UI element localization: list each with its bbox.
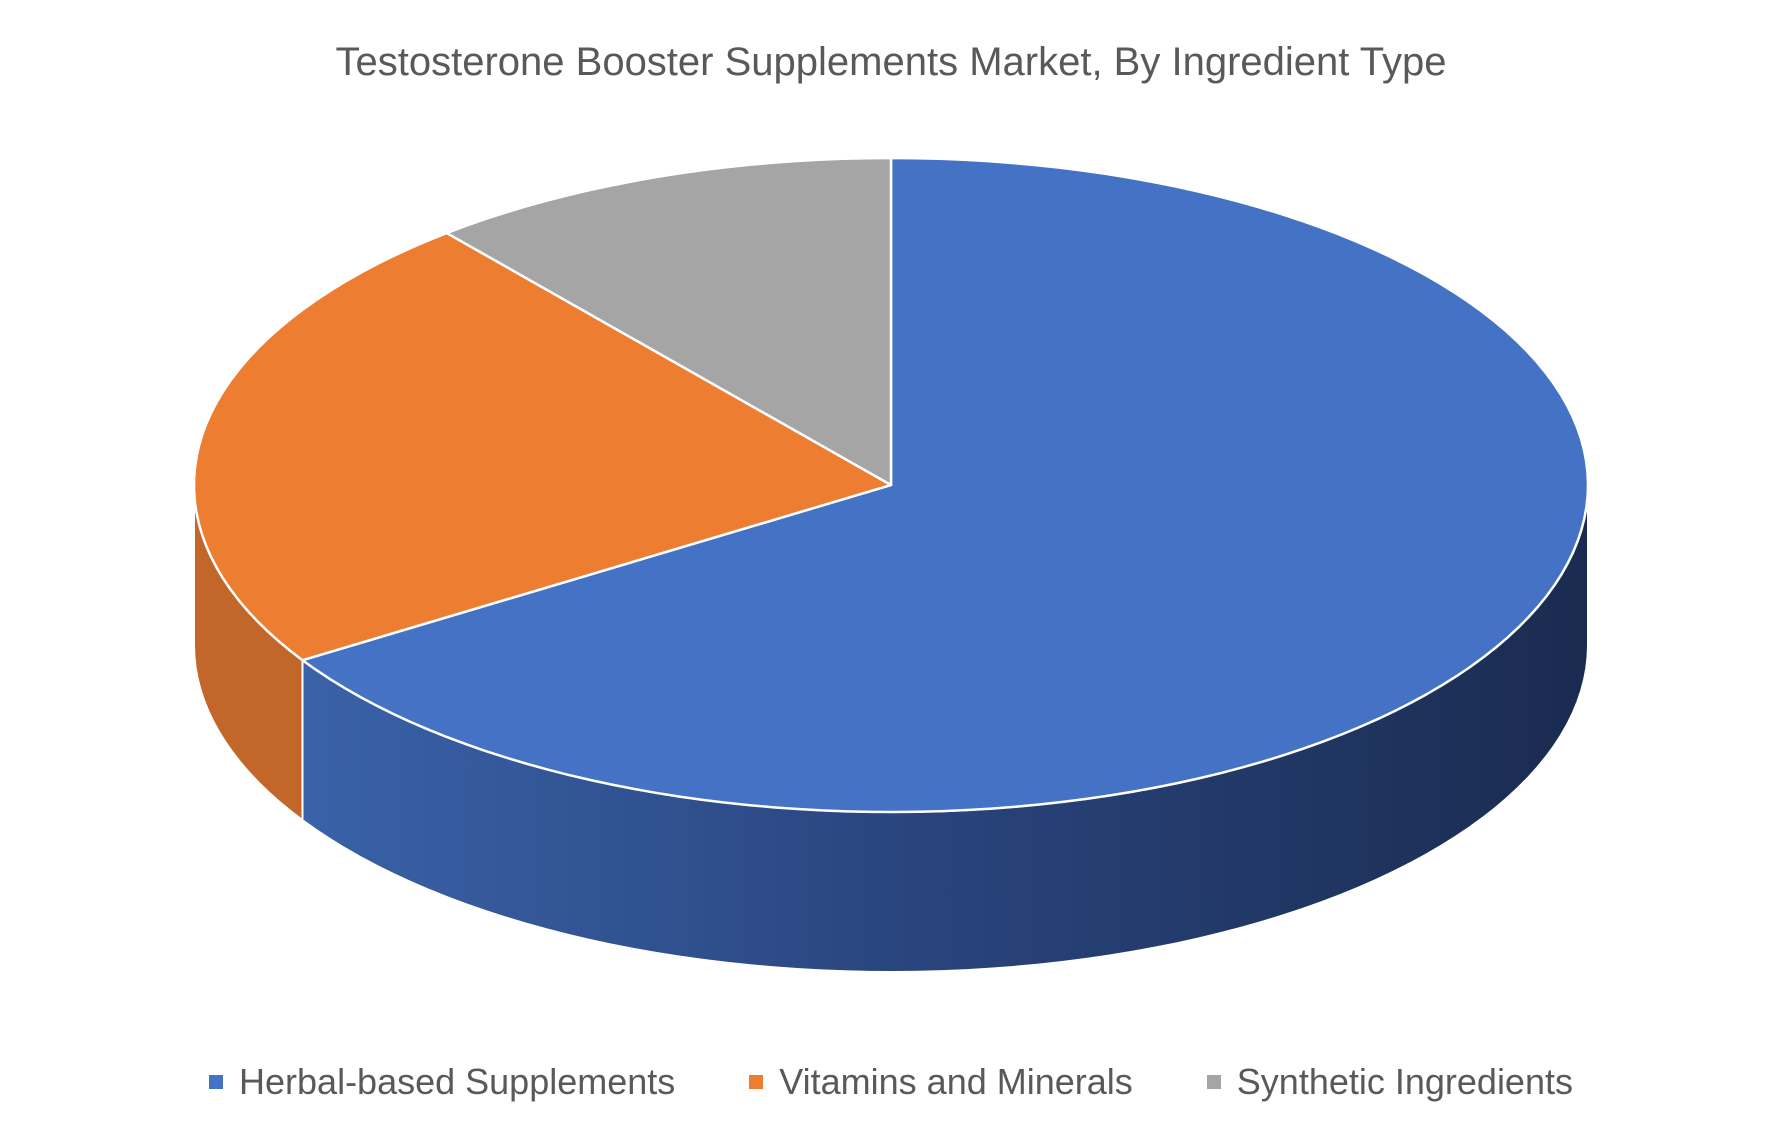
pie-slice-1 bbox=[192, 231, 893, 662]
legend-label: Herbal-based Supplements bbox=[239, 1061, 676, 1102]
legend-item: Herbal-based Supplements bbox=[209, 1061, 675, 1103]
legend-label: Synthetic Ingredients bbox=[1236, 1061, 1573, 1102]
legend-label: Vitamins and Minerals bbox=[779, 1061, 1133, 1102]
pie-slice-0 bbox=[301, 156, 1590, 814]
pie-slice-2 bbox=[445, 156, 893, 487]
pie-top bbox=[192, 156, 1590, 814]
legend-swatch bbox=[209, 1075, 224, 1089]
legend-swatch bbox=[1206, 1075, 1221, 1089]
legend: Herbal-based Supplements Vitamins and Min… bbox=[0, 1052, 1782, 1112]
legend-swatch bbox=[749, 1075, 764, 1089]
chart-title: Testosterone Booster Supplements Market,… bbox=[335, 40, 1447, 84]
legend-item: Vitamins and Minerals bbox=[749, 1061, 1133, 1103]
legend-item: Synthetic Ingredients bbox=[1206, 1061, 1573, 1103]
